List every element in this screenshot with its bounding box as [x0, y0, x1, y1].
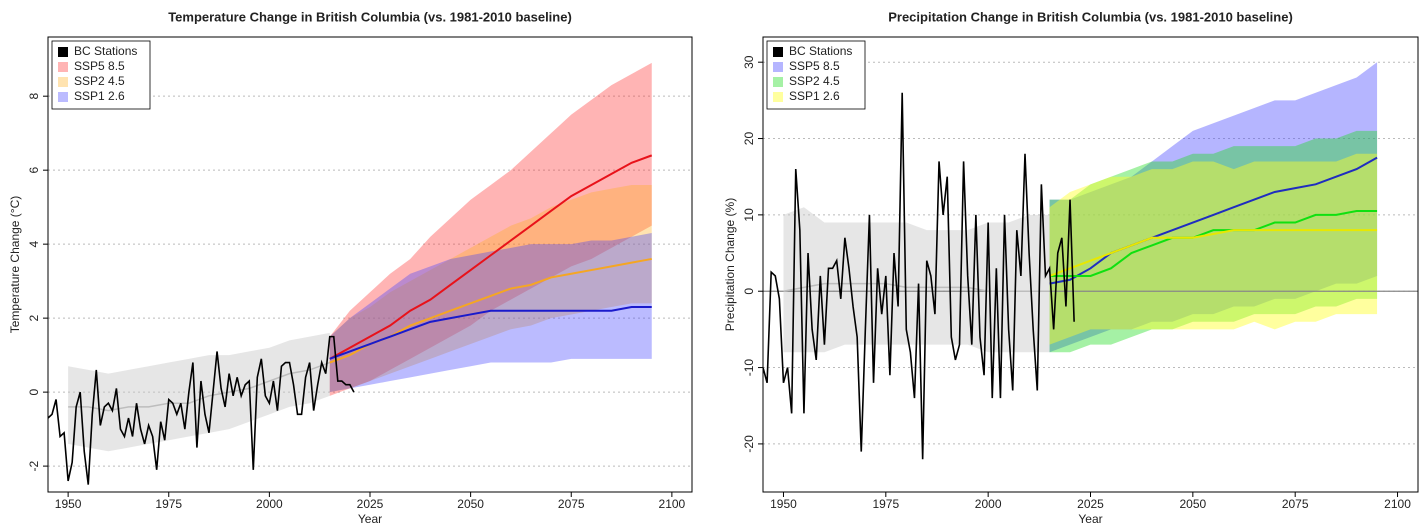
- x-tick-label: 2025: [1077, 497, 1104, 511]
- y-tick-label: 2: [27, 314, 41, 321]
- y-tick-label: -10: [742, 359, 756, 377]
- legend-swatch: [58, 62, 68, 72]
- data-line: [1049, 229, 1378, 277]
- range-band: [329, 233, 652, 393]
- x-axis-label: Year: [1078, 512, 1102, 526]
- legend-swatch: [58, 92, 68, 102]
- x-axis-label: Year: [358, 512, 382, 526]
- x-tick-label: 2075: [1282, 497, 1309, 511]
- y-tick-label: -20: [742, 435, 756, 453]
- range-band: [68, 332, 330, 452]
- y-tick-label: 20: [742, 132, 756, 146]
- y-tick-label: -2: [27, 460, 41, 471]
- data-line: [763, 92, 1075, 460]
- y-axis-label: Temperature Change (°C): [8, 196, 22, 334]
- y-tick-label: 10: [742, 208, 756, 222]
- legend-swatch: [773, 47, 783, 57]
- x-tick-label: 2000: [975, 497, 1002, 511]
- plot-area: [48, 62, 653, 485]
- y-tick-label: 8: [27, 93, 41, 100]
- x-tick-label: 1950: [55, 497, 82, 511]
- legend-swatch: [58, 47, 68, 57]
- legend-label: SSP5 8.5: [74, 59, 125, 73]
- plot-frame: [47, 36, 693, 493]
- x-tick-label: 1975: [155, 497, 182, 511]
- range-band: [1049, 62, 1378, 353]
- chart-title: Precipitation Change in British Columbia…: [888, 9, 1293, 24]
- y-tick-label: 6: [27, 167, 41, 174]
- legend-swatch: [773, 62, 783, 72]
- range-band: [329, 184, 652, 393]
- y-tick-label: 4: [27, 240, 41, 247]
- x-tick-label: 1950: [770, 497, 797, 511]
- legend-box: [766, 40, 866, 110]
- x-tick-label: 2100: [659, 497, 686, 511]
- x-tick-label: 2050: [1179, 497, 1206, 511]
- chart-title: Temperature Change in British Columbia (…: [168, 9, 572, 24]
- legend-label: SSP5 8.5: [789, 59, 840, 73]
- x-tick-label: 2100: [1384, 497, 1411, 511]
- legend-swatch: [58, 77, 68, 87]
- legend-swatch: [773, 92, 783, 102]
- x-tick-label: 2075: [558, 497, 585, 511]
- range-band: [1049, 130, 1378, 353]
- range-band: [783, 207, 1050, 353]
- legend-label: SSP1 2.6: [789, 89, 840, 103]
- legend-swatch: [773, 77, 783, 87]
- plot-frame: [762, 36, 1419, 493]
- x-tick-label: 2050: [457, 497, 484, 511]
- plot-area: [763, 62, 1418, 460]
- range-band: [1049, 153, 1378, 345]
- legend-box: [51, 40, 151, 110]
- legend-label: BC Stations: [74, 44, 137, 58]
- data-line: [329, 306, 652, 360]
- legend-label: BC Stations: [789, 44, 852, 58]
- x-tick-label: 2025: [357, 497, 384, 511]
- y-tick-label: 0: [27, 388, 41, 395]
- data-line: [48, 335, 355, 485]
- data-line: [1049, 210, 1378, 277]
- x-tick-label: 1975: [872, 497, 899, 511]
- x-tick-label: 2000: [256, 497, 283, 511]
- legend-label: SSP2 4.5: [74, 74, 125, 88]
- legend-label: SSP1 2.6: [74, 89, 125, 103]
- data-line: [1049, 156, 1378, 285]
- y-tick-label: 0: [742, 288, 756, 295]
- y-tick-label: 30: [742, 55, 756, 69]
- range-band: [329, 62, 652, 396]
- y-axis-label: Precipitation Change (%): [723, 198, 737, 331]
- legend-label: SSP2 4.5: [789, 74, 840, 88]
- data-line: [329, 154, 653, 360]
